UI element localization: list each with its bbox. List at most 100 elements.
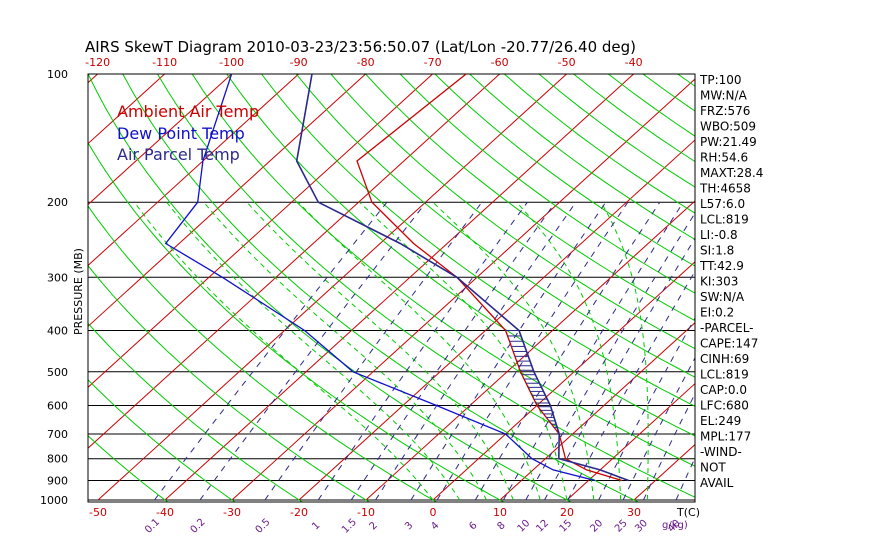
stat-item: LFC:680 xyxy=(700,399,749,413)
stat-item: LCL:819 xyxy=(700,213,749,227)
dry-adiabat-line xyxy=(434,74,695,267)
mixing-ratio-tick-label: 10 xyxy=(516,518,533,535)
stat-item: MW:N/A xyxy=(700,89,748,103)
mixing-ratio-tick-label: 15 xyxy=(558,518,575,535)
legend-dew-point-temp: Dew Point Temp xyxy=(117,124,245,143)
isotherm-line xyxy=(231,78,695,501)
dry-adiabat-line xyxy=(88,74,573,502)
mixing-ratio-tick-label: 20 xyxy=(588,518,605,535)
pressure-tick-label: 700 xyxy=(47,428,68,441)
mixing-ratio-line xyxy=(567,270,695,501)
mixing-ratio-line xyxy=(675,456,695,501)
grid-lines xyxy=(0,33,696,503)
stat-item: -WIND- xyxy=(700,445,742,459)
stat-item: AVAIL xyxy=(700,476,734,490)
stat-item: -PARCEL- xyxy=(700,321,754,335)
isotherm-line xyxy=(97,74,568,501)
mixing-ratio-line xyxy=(436,201,629,501)
top-temp-tick-label: -120 xyxy=(85,56,110,69)
top-temp-tick-label: -90 xyxy=(290,56,308,69)
dew-point-temp-line xyxy=(164,74,596,482)
isotherm-line xyxy=(88,74,367,328)
bottom-temp-tick-label: -40 xyxy=(156,506,174,519)
legend: Ambient Air Temp Dew Point Temp Air Parc… xyxy=(117,102,259,164)
dry-adiabat-line xyxy=(88,205,438,502)
stat-item: LCL:819 xyxy=(700,368,749,382)
dry-adiabat-line xyxy=(88,141,505,502)
stat-item: PW:21.49 xyxy=(700,135,757,149)
top-temp-tick-label: -100 xyxy=(219,56,244,69)
pressure-tick-label: 800 xyxy=(47,453,68,466)
dry-adiabat-line xyxy=(503,74,695,214)
mixing-ratio-line xyxy=(502,201,684,501)
chart-title: AIRS SkewT Diagram 2010-03-23/23:56:50.0… xyxy=(85,38,636,56)
stat-item: NOT xyxy=(700,461,726,475)
moist-adiabat-line xyxy=(297,201,541,501)
isotherm-line xyxy=(88,74,166,145)
top-temp-tick-label: -50 xyxy=(558,56,576,69)
stat-item: MAXT:28.4 xyxy=(700,166,763,180)
dry-adiabat-line xyxy=(468,74,695,240)
stat-item: SW:N/A xyxy=(700,290,745,304)
moist-adiabat-line xyxy=(600,201,649,500)
pressure-tick-label: 400 xyxy=(47,325,68,338)
pressure-tick-label: 200 xyxy=(47,196,68,209)
stat-item: RH:54.6 xyxy=(700,151,748,165)
stat-item: CAPE:147 xyxy=(700,337,758,351)
moist-adiabat-line xyxy=(133,201,434,501)
mixing-ratio-tick-label: 12 xyxy=(534,518,551,535)
mixing-ratio-line xyxy=(154,201,388,501)
dry-adiabat-line xyxy=(156,74,695,498)
moist-adiabat-line xyxy=(246,201,514,501)
stat-item: SI:1.8 xyxy=(700,244,734,258)
profiles xyxy=(164,74,629,482)
isotherm-line xyxy=(88,74,501,449)
dry-adiabat-line xyxy=(191,74,695,467)
dry-adiabat-line xyxy=(572,74,695,163)
top-temp-tick-label: -40 xyxy=(625,56,643,69)
stat-item: KI:303 xyxy=(700,275,738,289)
pressure-tick-label: 1000 xyxy=(40,494,68,507)
mixing-ratio-tick-label: 6 xyxy=(467,520,479,532)
isotherm-line xyxy=(432,261,695,501)
stat-item: MPL:177 xyxy=(700,430,751,444)
mixing-ratio-line xyxy=(350,201,556,501)
stat-item: FRZ:576 xyxy=(700,104,750,118)
moist-adiabat-line xyxy=(516,201,622,501)
stat-item: CAP:0.0 xyxy=(700,383,747,397)
pressure-tick-label: 100 xyxy=(47,68,68,81)
mixing-ratio-tick-label: 25 xyxy=(613,518,630,535)
dry-adiabat-line xyxy=(260,74,695,407)
mixing-ratio-tick-label: 4 xyxy=(429,520,441,532)
isotherm-line xyxy=(88,74,300,267)
dry-adiabat-line xyxy=(226,74,695,437)
isotherm-line xyxy=(164,74,635,501)
isotherm-line xyxy=(88,74,434,388)
dry-adiabat-line xyxy=(122,74,640,502)
mixing-ratio-line xyxy=(199,201,427,501)
bottom-temp-tick-label: 0 xyxy=(430,506,437,519)
ambient-air-temp-line xyxy=(356,74,623,482)
legend-air-parcel-temp: Air Parcel Temp xyxy=(117,145,240,164)
top-temp-tick-label: -80 xyxy=(357,56,375,69)
dry-adiabat-line xyxy=(88,322,303,502)
stat-item: TH:4658 xyxy=(699,182,751,196)
legend-ambient-air-temp: Ambient Air Temp xyxy=(117,102,259,121)
dry-adiabat-line xyxy=(364,74,695,322)
mixing-ratio-line xyxy=(622,356,695,501)
moist-adiabat-line xyxy=(166,201,461,501)
pressure-tick-label: 600 xyxy=(47,400,68,413)
dry-adiabat-line xyxy=(88,435,169,502)
bottom-temp-tick-label: -50 xyxy=(89,506,107,519)
mixing-ratio-tick-label: 1 xyxy=(310,520,322,532)
mixing-ratio-tick-label: 3 xyxy=(403,520,415,532)
pressure-tick-label: 900 xyxy=(47,475,68,488)
isotherm-line xyxy=(566,382,695,501)
isotherm-line xyxy=(88,74,233,206)
mixing-ratio-line xyxy=(410,201,607,501)
moist-adiabat-line xyxy=(432,201,595,501)
isotherm-line xyxy=(365,200,695,501)
isotherm-line xyxy=(0,33,9,500)
